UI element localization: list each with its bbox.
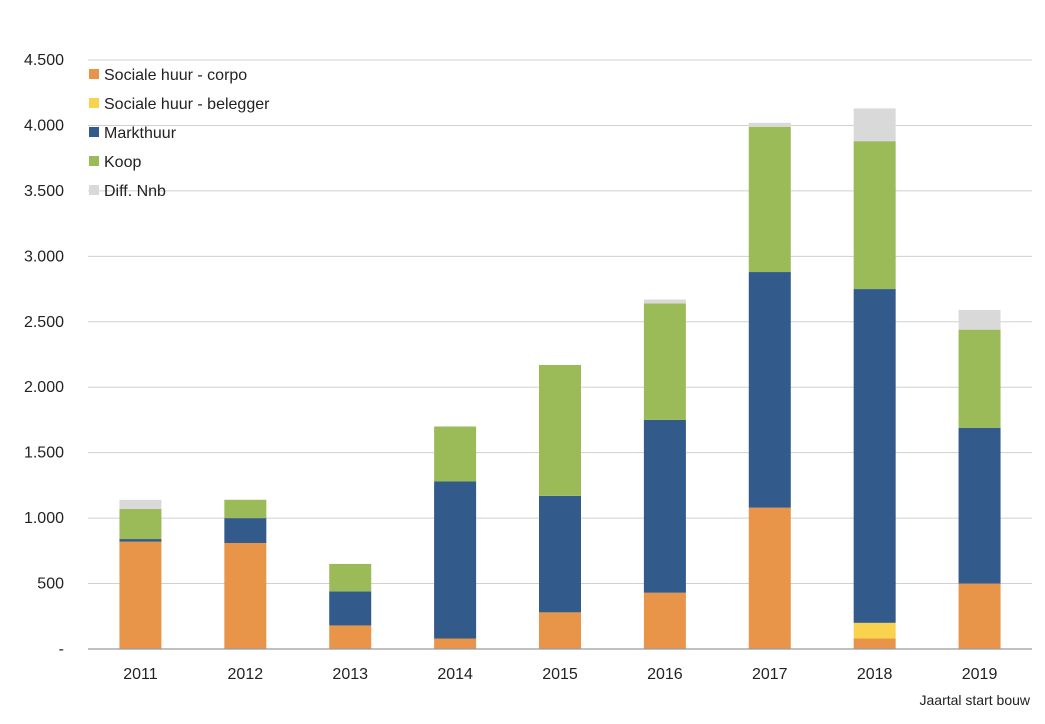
x-axis-title: Jaartal start bouw [920, 692, 1031, 708]
bar-segment [119, 539, 162, 542]
bar-segment [853, 108, 896, 142]
x-tick-label: 2013 [332, 666, 368, 683]
bar-segment [748, 122, 791, 127]
bar-segment [643, 592, 686, 649]
bar-stack-2012 [224, 499, 267, 649]
x-tick-label: 2012 [228, 666, 264, 683]
y-axis-tick-labels: - 500 1.000 1.500 2.000 2.500 3.000 3.500 4.000 4… [24, 52, 64, 658]
bar-segment [748, 272, 791, 508]
x-tick-label: 2015 [542, 666, 578, 683]
legend-item: Markthuur [89, 125, 177, 142]
legend-label: Koop [104, 154, 141, 171]
legend-swatch [89, 69, 99, 79]
bar-segment [329, 563, 372, 592]
legend-swatch [89, 98, 99, 108]
legend-label: Markthuur [104, 125, 177, 142]
bar-stack-2013 [329, 563, 372, 649]
legend-label: Sociale huur - belegger [104, 96, 270, 113]
bar-segment [958, 309, 1001, 330]
bar-segment [224, 518, 267, 543]
bar-segment [958, 329, 1001, 428]
legend-label: Sociale huur - corpo [104, 67, 247, 84]
bar-segment [958, 583, 1001, 649]
bar-segment [539, 364, 581, 496]
legend-item: Sociale huur - belegger [89, 96, 270, 113]
legend-label: Diff. Nnb [104, 183, 166, 200]
bar-segment [119, 508, 162, 540]
legend-item: Sociale huur - corpo [89, 67, 247, 84]
bar-segment [748, 507, 791, 649]
bar-stack-2017 [748, 122, 791, 649]
y-tick-label: 500 [37, 576, 64, 593]
bar-stacks [119, 108, 1001, 649]
y-tick-label: - [59, 641, 64, 658]
bar-segment [329, 591, 372, 626]
bar-stack-2019 [958, 309, 1001, 649]
bar-segment [434, 426, 477, 482]
bar-segment [329, 625, 372, 649]
bar-stack-2014 [434, 426, 477, 649]
legend-swatch [89, 127, 99, 137]
bar-segment [119, 541, 162, 649]
bar-segment [853, 622, 896, 639]
bar-segment [434, 481, 477, 639]
x-axis-tick-labels: 2011 2012 2013 2014 2015 2016 2017 2018 2019 [123, 666, 997, 683]
bar-stack-2015 [539, 364, 581, 649]
bar-segment [224, 542, 267, 649]
bar-segment [643, 303, 686, 420]
bar-stack-2011 [119, 499, 162, 649]
bar-segment [748, 126, 791, 273]
bar-stack-2018 [853, 108, 896, 649]
y-tick-label: 2.500 [24, 314, 64, 331]
y-tick-label: 1.000 [24, 510, 64, 527]
bar-segment [853, 141, 896, 290]
legend-item: Koop [89, 154, 141, 171]
x-tick-label: 2011 [123, 666, 158, 683]
bar-stack-2016 [643, 299, 686, 649]
bar-segment [958, 427, 1001, 584]
bar-segment [434, 638, 477, 649]
bar-segment [853, 638, 896, 649]
bar-segment [119, 499, 162, 509]
y-tick-label: 3.500 [24, 183, 64, 200]
x-tick-label: 2016 [647, 666, 683, 683]
bar-segment [539, 495, 581, 613]
y-tick-label: 4.500 [24, 52, 64, 69]
x-tick-label: 2018 [857, 666, 893, 683]
x-tick-label: 2017 [752, 666, 788, 683]
bar-segment [853, 289, 896, 623]
legend-item: Diff. Nnb [89, 183, 166, 200]
y-tick-label: 3.000 [24, 248, 64, 265]
legend: Sociale huur - corpo Sociale huur - beleg… [89, 67, 270, 200]
y-tick-label: 2.000 [24, 379, 64, 396]
legend-swatch [89, 156, 99, 166]
bar-segment [643, 419, 686, 593]
bar-segment [643, 299, 686, 304]
y-tick-label: 4.000 [24, 117, 64, 134]
x-tick-label: 2019 [962, 666, 998, 683]
bar-segment [224, 499, 267, 519]
y-tick-label: 1.500 [24, 445, 64, 462]
legend-swatch [89, 185, 99, 195]
x-tick-label: 2014 [437, 666, 473, 683]
bar-segment [539, 612, 581, 649]
